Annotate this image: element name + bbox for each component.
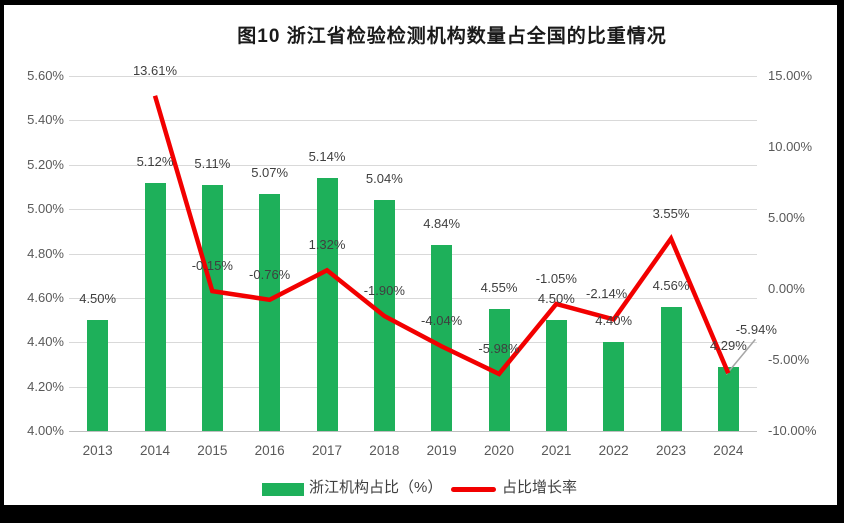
bar-2017 [316,178,338,431]
x-axis-label: 2022 [598,443,629,458]
gridline [69,431,757,432]
chart-title: 图10 浙江省检验检测机构数量占全国的比重情况 [237,26,667,47]
x-axis-label: 2016 [254,443,285,458]
x-axis-label: 2015 [197,443,228,458]
bar-2020 [488,308,510,431]
bar-label-2023: 4.56% [652,277,690,293]
legend-line-swatch [451,487,496,492]
left-axis-tick: 4.40% [27,334,64,350]
chart-panel: 图10 浙江省检验检测机构数量占全国的比重情况 4.50% 5.12% 5.11% 5… [4,5,837,505]
bar-label-2013: 4.50% [79,291,117,307]
line-label-2023: 3.55% [652,205,690,221]
bar-label-2016: 5.07% [251,164,289,180]
x-axis-label: 2017 [311,443,343,458]
bar-2021 [545,320,567,431]
x-axis-label: 2018 [369,443,400,458]
x-axis-label: 2014 [139,443,171,458]
line-series [152,95,756,377]
left-axis-tick: 5.00% [27,201,64,217]
bar-label-2021: 4.50% [537,291,575,307]
line-label-2022: -2.14% [586,286,628,302]
left-axis-tick: 5.60% [27,68,64,83]
right-axis-tick: 5.00% [768,210,805,225]
bar-2016 [259,193,281,431]
line-label-2017: 1.32% [308,237,346,253]
left-axis-tick: 4.60% [27,289,64,305]
x-axis-label: 2023 [655,443,687,458]
gridline [69,297,757,299]
x-axis-label: 2020 [483,443,515,458]
right-axis-tick: 0.00% [768,281,805,296]
line-label-2015: -0.15% [191,258,233,274]
right-axis-tick: -10.00% [768,423,817,438]
gridline [69,342,757,344]
label-leader-line [725,338,756,375]
line-label-2016: -0.76% [249,266,291,282]
legend-line-label: 占比增长率 [502,479,578,496]
x-axis-label: 2024 [713,443,744,458]
left-axis-tick: 5.40% [27,112,64,128]
growth-rate-line [152,95,731,377]
gridline [69,386,757,388]
bar-2022 [603,342,625,431]
bar-2015 [201,184,223,431]
left-axis-tick: 4.80% [27,245,64,261]
bar-label-2014: 5.12% [136,153,174,169]
gridline [69,209,757,211]
right-axis-tick: 15.00% [768,68,813,83]
gridline [69,120,757,122]
line-label-2024: -5.94% [735,322,777,338]
bar-2024 [717,366,739,431]
line-label-2020: -5.98% [478,340,520,356]
bar-label-2020: 4.55% [480,279,518,295]
line-label-2021: -1.05% [535,270,577,286]
bar-label-2015: 5.11% [194,155,231,171]
line-label-2019: -4.04% [421,313,463,329]
right-axis-tick: 10.00% [768,139,813,154]
gridline [69,164,757,166]
legend-bar-swatch [262,483,304,496]
gridline [69,253,757,255]
bar-2023 [660,306,682,431]
right-axis-tick: -5.00% [768,352,810,367]
bar-label-2017: 5.14% [308,149,346,165]
bar-2013 [87,320,109,431]
x-axis-label: 2019 [426,443,457,458]
bar-label-2018: 5.04% [365,171,403,187]
bar-label-2024: 4.29% [709,337,747,353]
left-axis-tick: 5.20% [27,156,64,172]
bar-label-2022: 4.40% [595,313,633,329]
line-label-2018: -1.90% [363,282,405,298]
line-label-2014: 13.61% [132,62,178,78]
left-axis-tick: 4.20% [27,378,64,394]
bar-2019 [431,244,453,431]
bar-2014 [144,182,166,431]
bar-label-2019: 4.84% [423,215,461,231]
x-axis-label: 2013 [82,443,113,458]
legend-bar-label: 浙江机构占比（%） [309,479,443,496]
x-axis-label: 2021 [541,443,572,458]
left-axis-tick: 4.00% [27,423,64,438]
gridline [69,76,757,77]
